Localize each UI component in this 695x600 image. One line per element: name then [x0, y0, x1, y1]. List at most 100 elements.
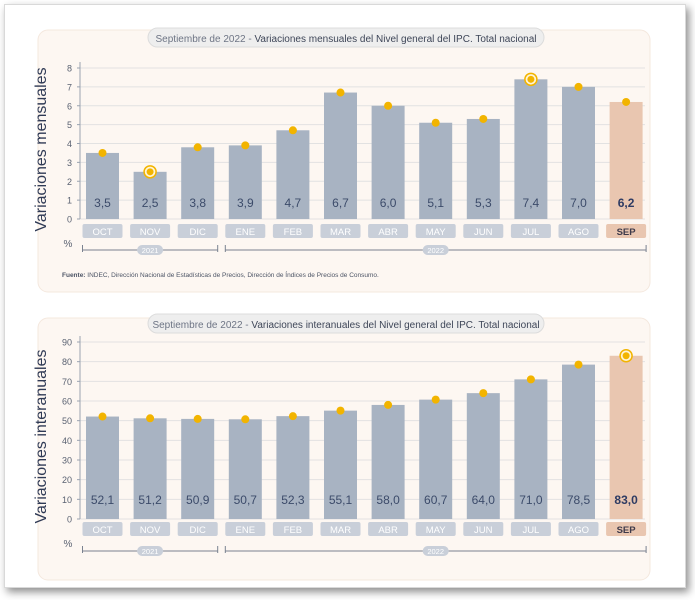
category-tab [558, 224, 599, 238]
bar-may [419, 399, 453, 519]
x-tick-label: ABR [378, 525, 398, 536]
bar-feb [276, 416, 310, 519]
bar-value-label: 51,2 [138, 493, 162, 507]
x-tick-label: NOV [140, 525, 161, 536]
category-tab [368, 224, 409, 238]
chart-title: Septiembre de 2022 - Variaciones interan… [152, 320, 539, 331]
x-tick-label: NOV [140, 227, 161, 238]
x-tick-label: JUN [474, 227, 493, 238]
category-tab [510, 224, 551, 238]
x-tick-label: OCT [92, 525, 112, 536]
chart-title-pill: Septiembre de 2022 - Variaciones interan… [147, 313, 545, 334]
x-tick-label: JUL [522, 525, 539, 536]
y-tick-label: 0 [67, 215, 72, 225]
y-tick-label: 20 [62, 475, 72, 485]
y-tick-label: 3 [67, 158, 72, 168]
category-tab [272, 522, 313, 536]
bar-marker-dot [622, 352, 630, 360]
x-tick-label: SEP [617, 525, 637, 536]
bar-value-label: 5,1 [427, 196, 444, 210]
bar-value-label: 78,5 [567, 493, 591, 507]
bar-ago [562, 364, 595, 519]
source-note: Fuente: INDEC, Dirección Nacional de Est… [62, 270, 379, 279]
y-tick-label: 80 [62, 357, 72, 367]
y-unit-label: % [64, 239, 73, 250]
bar-marker-dot [336, 88, 345, 97]
x-tick-label: MAR [330, 227, 351, 238]
bar-jun [466, 393, 500, 519]
category-tab [130, 224, 171, 238]
bar-marker-dot [288, 412, 297, 421]
bar-value-label: 83,0 [614, 493, 638, 507]
category-tab [510, 522, 551, 536]
category-tab [130, 522, 171, 536]
title-pill-bg [147, 313, 545, 334]
y-axis-label: Variaciones interanuales [33, 349, 50, 523]
bar-value-label: 52,3 [281, 493, 305, 507]
bar-jun [466, 118, 500, 219]
year-label: 2022 [427, 547, 444, 556]
bar-value-label: 60,7 [424, 493, 448, 507]
bar-ene [228, 145, 262, 219]
x-tick-label: AGO [568, 525, 589, 536]
y-tick-label: 8 [67, 64, 72, 74]
y-unit-label: % [64, 539, 73, 550]
category-tab [415, 522, 456, 536]
chart-interanual: Septiembre de 2022 - Variaciones interan… [33, 313, 651, 581]
bar-marker-dot [479, 389, 488, 398]
x-tick-label: ENE [236, 525, 256, 536]
bar-nov [133, 171, 167, 219]
bar-value-label: 6,0 [380, 196, 397, 210]
chart-mensual: Septiembre de 2022 - Variaciones mensual… [33, 27, 651, 293]
bar-value-label: 5,3 [475, 196, 492, 210]
year-label: 2021 [142, 246, 159, 255]
category-tab [606, 224, 647, 238]
y-axis-label: Variaciones mensuales [33, 67, 50, 231]
bar-oct [86, 416, 119, 519]
bar-marker-dot [288, 126, 297, 135]
bar-value-label: 6,2 [618, 196, 635, 210]
category-tab [320, 522, 361, 536]
title-main: Variaciones mensuales del Nivel general … [254, 34, 536, 45]
bar-marker-dot [193, 143, 202, 152]
bar-marker-dot [384, 400, 393, 409]
bar-may [419, 122, 453, 219]
bar-value-label: 2,5 [142, 196, 159, 210]
chart-title-pill: Septiembre de 2022 - Variaciones mensual… [147, 27, 545, 48]
bar-marker-dot [622, 97, 631, 106]
category-tab [606, 522, 647, 536]
source-label: Fuente: [62, 272, 85, 279]
y-tick-label: 50 [62, 416, 72, 426]
y-tick-label: 30 [62, 456, 72, 466]
bar-abr [371, 404, 405, 519]
bar-value-label: 4,7 [285, 196, 302, 210]
x-tick-label: MAR [330, 525, 351, 536]
bar-sep [609, 101, 643, 219]
bar-marker-dot [384, 101, 393, 110]
source-text: INDEC, Dirección Nacional de Estadística… [85, 270, 379, 279]
y-tick-label: 4 [67, 139, 72, 149]
bar-mar [324, 410, 357, 519]
bar-value-label: 3,8 [189, 196, 206, 210]
x-tick-label: JUL [522, 227, 539, 238]
y-tick-label: 90 [62, 338, 72, 348]
bar-marker-dot [336, 406, 345, 415]
category-tab [558, 522, 599, 536]
y-tick-label: 7 [67, 82, 72, 92]
category-tab [82, 224, 123, 238]
x-tick-label: AGO [568, 227, 589, 238]
x-tick-label: FEB [284, 525, 302, 536]
title-main: Variaciones interanuales del Nivel gener… [251, 320, 539, 331]
x-tick-label: SEP [617, 227, 637, 238]
bar-marker-dot [479, 114, 488, 123]
x-tick-label: DIC [190, 227, 207, 238]
year-label: 2021 [142, 547, 159, 556]
bar-value-label: 7,0 [570, 196, 587, 210]
category-tab [463, 522, 504, 536]
bar-jul [514, 79, 548, 219]
category-tab [415, 224, 456, 238]
bar-marker-dot [241, 141, 250, 150]
category-tab [368, 522, 409, 536]
x-tick-label: JUN [474, 525, 493, 536]
bar-marker-dot [98, 412, 107, 421]
